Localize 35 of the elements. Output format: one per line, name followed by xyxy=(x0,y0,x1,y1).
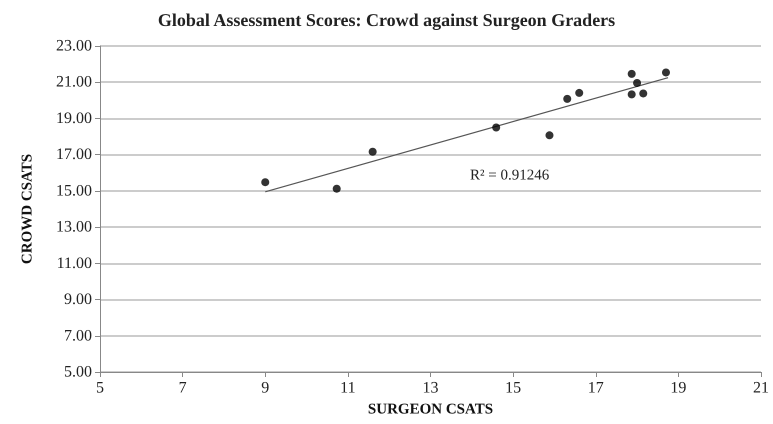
x-tick-label: 11 xyxy=(340,380,356,396)
y-tick-label: 21.00 xyxy=(56,74,92,91)
x-tick-label: 21 xyxy=(753,380,769,396)
y-tick-label: 15.00 xyxy=(56,182,92,200)
x-tick-label: 13 xyxy=(422,380,438,396)
annotation: R² = 0.91246 xyxy=(470,168,550,184)
x-tick-label: 7 xyxy=(178,380,187,396)
x-axis-title: SURGEON CSATS xyxy=(368,402,494,418)
x-tick-label: 17 xyxy=(588,380,604,396)
y-tick-label: 13.00 xyxy=(56,218,92,236)
point xyxy=(639,89,648,98)
point xyxy=(628,70,636,78)
y-tick-label: 9.00 xyxy=(64,291,92,308)
chart-title: Global Assessment Scores: Crowd against Surgeon Graders xyxy=(158,10,616,30)
point xyxy=(545,131,554,140)
x-tick-label: 19 xyxy=(670,380,686,396)
y-tick-label: 17.00 xyxy=(56,146,92,164)
y-tick-label: 5.00 xyxy=(64,364,92,380)
x-tick-label: 15 xyxy=(505,380,522,396)
point xyxy=(332,184,341,193)
point xyxy=(633,78,642,87)
y-tick-label: 11.00 xyxy=(56,254,92,272)
point xyxy=(628,90,636,98)
y-tick-label: 7.00 xyxy=(64,327,92,344)
y-tick-label: 23.00 xyxy=(56,38,92,54)
point xyxy=(575,88,584,97)
y-tick-label: 19.00 xyxy=(56,110,92,127)
point xyxy=(368,148,377,156)
point xyxy=(662,68,670,76)
point xyxy=(261,178,270,186)
point xyxy=(563,94,572,103)
y-axis-title: CROWD CSATS xyxy=(20,154,36,264)
point xyxy=(492,124,500,132)
x-tick-label: 5 xyxy=(96,380,104,396)
x-tick-label: 9 xyxy=(261,380,270,396)
